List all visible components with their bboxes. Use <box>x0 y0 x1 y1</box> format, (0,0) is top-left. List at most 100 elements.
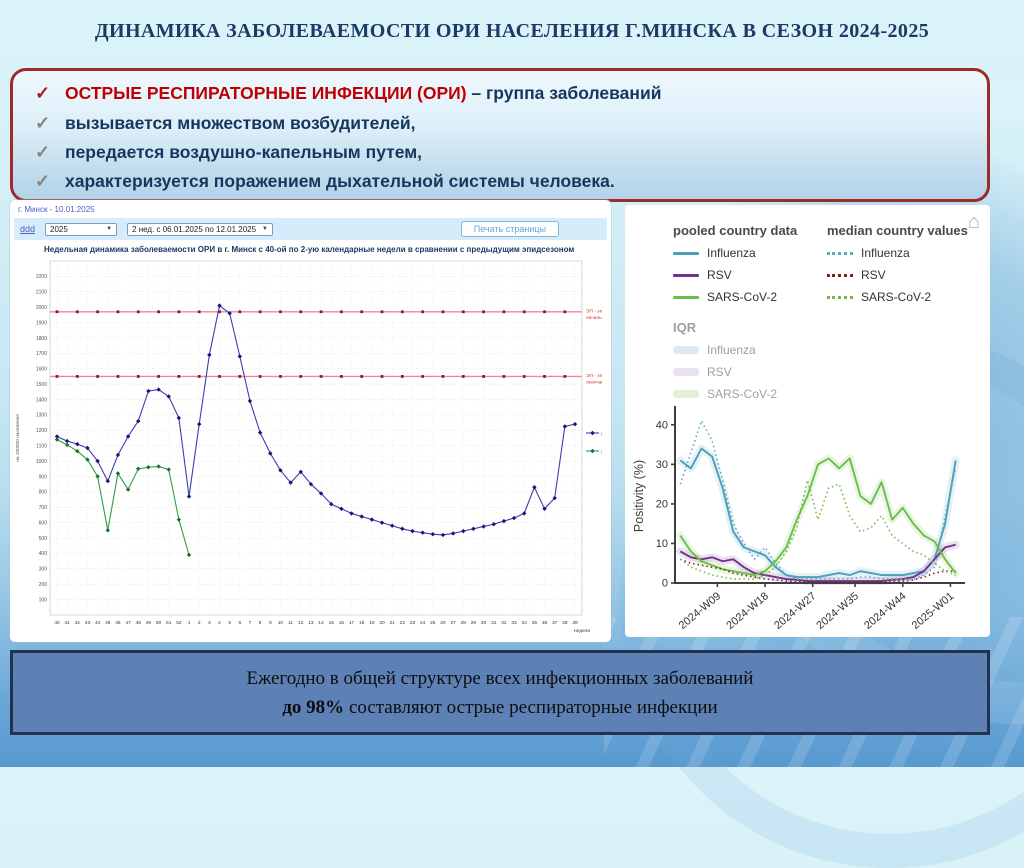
home-icon[interactable]: ⌂ <box>967 211 980 233</box>
svg-text:49: 49 <box>146 620 152 626</box>
check-icon: ✓ <box>35 83 51 103</box>
svg-text:13: 13 <box>308 620 314 626</box>
legend-label: RSV <box>861 268 886 282</box>
svg-text:17: 17 <box>349 620 355 626</box>
svg-text:15: 15 <box>329 620 335 626</box>
data-point <box>115 471 121 476</box>
data-point <box>227 311 232 316</box>
svg-text:2: 2 <box>198 620 201 626</box>
data-point <box>217 303 222 308</box>
virus-series <box>679 457 957 577</box>
data-point <box>95 474 100 479</box>
svg-text:40: 40 <box>656 419 668 431</box>
data-point <box>349 511 354 516</box>
svg-text:1100: 1100 <box>36 443 47 449</box>
positivity-line-chart: 0 10 20 30 40 2024-W09 2024-W18 2024-W272024-W3… <box>632 406 965 632</box>
legend-label: SARS-CoV-2 <box>707 387 778 401</box>
bullet-item: ✓ передается воздушно-капельным путем, <box>13 138 987 167</box>
nav-link[interactable]: ddd <box>20 224 36 234</box>
svg-text:41: 41 <box>64 620 70 626</box>
data-point <box>590 430 595 436</box>
check-icon: ✓ <box>35 142 51 162</box>
svg-text:27: 27 <box>450 620 456 626</box>
data-point <box>166 467 171 472</box>
svg-text:39: 39 <box>572 620 578 626</box>
svg-text:окончания: окончания <box>586 380 602 385</box>
svg-text:22: 22 <box>400 620 406 626</box>
y-axis-label: на 100000 населения <box>15 414 21 462</box>
svg-text:48: 48 <box>136 620 142 626</box>
x-axis-ticks: 40 41 42 43 44 45 46 47 48 49 50 51 52 1 2 3 4 5 6 7 8 9 10 11 1… <box>54 620 578 626</box>
svg-text:2024-W44: 2024-W44 <box>862 590 909 632</box>
threshold-label: ЭП - эп.ур. <box>586 373 602 379</box>
svg-text:200: 200 <box>39 582 48 588</box>
data-point <box>207 352 212 358</box>
data-point <box>511 515 517 521</box>
svg-text:0: 0 <box>662 578 668 590</box>
svg-text:2200: 2200 <box>36 274 47 280</box>
x-axis-label: недели <box>574 629 590 634</box>
svg-text:46: 46 <box>115 620 121 626</box>
svg-text:2024-W18: 2024-W18 <box>724 590 771 632</box>
data-point <box>156 464 161 469</box>
svg-text:2023-2024 г.: 2023-2024 г. <box>601 431 602 437</box>
legend-entry: SARS-CoV-2 <box>827 290 977 304</box>
data-point <box>196 421 202 427</box>
data-point <box>471 526 476 532</box>
period-select[interactable]: 2 нед. с 06.01.2025 по 12.01.2025 ▼ <box>127 222 273 236</box>
data-point <box>501 518 507 524</box>
svg-text:1500: 1500 <box>36 382 47 388</box>
bullet-text: – группа заболеваний <box>466 83 662 103</box>
period-select-value: 2 нед. с 06.01.2025 по 12.01.2025 <box>132 224 257 234</box>
minsk-ori-chart-panel: г. Минск - 10.01.2025 ddd 2025 ▼ 2 нед. … <box>10 200 628 642</box>
legend-entry: RSV <box>673 268 823 282</box>
footer-line1: Ежегодно в общей структуре всех инфекцио… <box>246 667 754 689</box>
print-page-button[interactable]: Печать страницы <box>460 221 559 237</box>
svg-text:10: 10 <box>656 538 668 550</box>
svg-text:2024-2025 г.: 2024-2025 г. <box>601 449 602 455</box>
svg-text:29: 29 <box>471 620 477 626</box>
data-point <box>64 438 70 444</box>
bullet-text: передается воздушно-капельным путем, <box>65 142 423 162</box>
svg-text:300: 300 <box>39 567 48 573</box>
svg-text:2024-W35: 2024-W35 <box>814 590 861 632</box>
year-select[interactable]: 2025 ▼ <box>45 222 118 236</box>
svg-text:2100: 2100 <box>36 290 47 296</box>
legend-label: SARS-CoV-2 <box>861 290 932 304</box>
chart-controls-bar: ddd 2025 ▼ 2 нед. с 06.01.2025 по 12.01.… <box>14 218 607 240</box>
check-icon: ✓ <box>35 113 51 133</box>
svg-text:600: 600 <box>39 520 48 526</box>
svg-text:500: 500 <box>39 536 48 542</box>
data-point <box>522 511 527 516</box>
svg-text:37: 37 <box>552 620 558 626</box>
svg-text:18: 18 <box>359 620 365 626</box>
epidemic-threshold-line: ЭП - эп.ур.начальный <box>50 308 611 321</box>
influenza-dotted-swatch <box>827 251 853 255</box>
svg-text:9: 9 <box>269 620 272 626</box>
virus-series <box>679 447 957 579</box>
svg-text:30: 30 <box>481 620 487 626</box>
data-point <box>552 495 557 501</box>
svg-text:40: 40 <box>54 620 60 626</box>
region-date-link[interactable]: г. Минск - 10.01.2025 <box>18 205 95 214</box>
svg-text:8: 8 <box>259 620 262 626</box>
svg-text:400: 400 <box>39 551 48 557</box>
data-point <box>562 424 568 429</box>
data-point <box>85 445 90 451</box>
svg-text:5: 5 <box>228 620 231 626</box>
svg-text:20: 20 <box>656 499 668 511</box>
legend-entry: RSV <box>827 268 977 282</box>
data-point <box>176 517 182 522</box>
data-point <box>481 524 486 529</box>
data-point <box>136 418 141 424</box>
legend-label: RSV <box>707 365 732 379</box>
sars-iqr-swatch <box>673 390 699 398</box>
data-point <box>64 442 70 448</box>
rsv-line-swatch <box>673 273 699 277</box>
season-series <box>54 303 578 538</box>
legend-entry: Influenza <box>673 246 823 260</box>
footer-percent: до 98% <box>282 696 345 718</box>
data-point <box>572 421 578 427</box>
bullet-text: характеризуется поражением дыхательной с… <box>65 171 615 191</box>
